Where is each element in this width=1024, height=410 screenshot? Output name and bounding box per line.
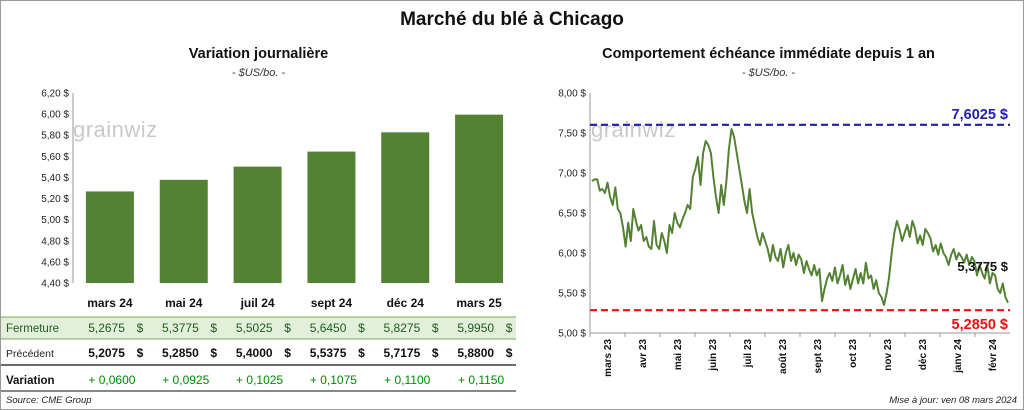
y-tick-label: 6,20 $ (41, 89, 69, 100)
previous-value: 5,8800 (457, 346, 494, 360)
x-tick-label: nov 23 (883, 339, 894, 371)
x-tick-label: mai 23 (673, 339, 684, 371)
change-value: + 0,1075 (310, 373, 357, 387)
daily-variation-chart: 6,20 $ 6,00 $ 5,80 $ 5,60 $ 5,40 $ 5,20 $ 5,00… (1, 89, 516, 392)
x-tick-label: févr 24 (988, 339, 999, 372)
change-value: + 0,1025 (236, 373, 283, 387)
x-tick-label: sept 23 (813, 339, 824, 374)
close-value: 5,3775 (162, 321, 199, 335)
price-series-line (591, 128, 1009, 306)
category-label: mai 24 (165, 296, 203, 310)
close-value: 5,6450 (310, 321, 347, 335)
y-tick-label: 5,00 $ (41, 215, 69, 226)
y-tick-label: 4,80 $ (41, 236, 69, 247)
y-tick-label: 5,80 $ (41, 131, 69, 142)
x-tick-label: avr 23 (638, 339, 649, 368)
y-tick-label: 6,00 $ (41, 110, 69, 121)
previous-currency: $ (506, 346, 513, 360)
category-label: mars 24 (87, 296, 133, 310)
y-tick-label: 5,00 $ (558, 329, 586, 340)
category-label: mars 25 (456, 296, 502, 310)
x-tick-label: janv 24 (953, 339, 964, 374)
close-row-label: Fermeture (6, 323, 59, 335)
bar-2 (233, 166, 282, 283)
y-tick-label: 5,60 $ (41, 152, 69, 163)
right-chart-unit: - $US/bo. - (741, 67, 796, 79)
y-tick-label: 4,40 $ (41, 279, 69, 290)
previous-currency: $ (358, 346, 365, 360)
y-tick-label: 5,50 $ (558, 289, 586, 300)
close-value: 5,2675 (88, 321, 125, 335)
close-row-background (1, 317, 516, 339)
previous-currency: $ (137, 346, 144, 360)
bar-0 (85, 191, 134, 283)
y-tick-label: 5,20 $ (41, 194, 69, 205)
close-value: 5,9950 (457, 321, 494, 335)
close-currency: $ (284, 321, 291, 335)
grainwiz-watermark-right: grainwiz (591, 117, 676, 142)
last-value-label: 5,3775 $ (957, 259, 1008, 274)
y-tick-label: 7,00 $ (558, 169, 586, 180)
page-title: Marché du blé à Chicago (400, 9, 624, 30)
change-value: + 0,1100 (384, 373, 430, 387)
y-tick-label: 7,50 $ (558, 129, 586, 140)
grainwiz-watermark-left: grainwiz (73, 117, 158, 142)
previous-value: 5,2075 (88, 346, 125, 360)
previous-currency: $ (210, 346, 217, 360)
x-tick-label: mars 23 (603, 339, 614, 377)
x-tick-label: déc 23 (918, 339, 929, 371)
change-value: + 0,1150 (458, 373, 504, 387)
close-value: 5,8275 (384, 321, 421, 335)
one-year-front-month-chart: 8,00 $ 7,50 $ 7,00 $ 6,50 $ 6,00 $ 5,50 $ 5,00… (558, 89, 1010, 377)
bar-3 (307, 151, 356, 283)
close-currency: $ (432, 321, 439, 335)
close-currency: $ (210, 321, 217, 335)
x-tick-label: juil 23 (743, 339, 754, 369)
close-currency: $ (506, 321, 513, 335)
right-chart-title: Comportement échéance immédiate depuis 1… (602, 46, 935, 62)
bar-4 (381, 132, 430, 283)
y-tick-label: 6,50 $ (558, 209, 586, 220)
previous-value: 5,4000 (236, 346, 273, 360)
update-note: Mise à jour: ven 08 mars 2024 (889, 395, 1017, 406)
y-tick-label: 6,00 $ (558, 249, 586, 260)
change-value: + 0,0925 (162, 373, 209, 387)
previous-currency: $ (284, 346, 291, 360)
bar-1 (159, 179, 208, 283)
y-tick-label: 4,60 $ (41, 257, 69, 268)
change-value: + 0,0600 (88, 373, 135, 387)
x-tick-label: août 23 (778, 339, 789, 374)
x-tick-label: juin 23 (708, 339, 719, 372)
source-note: Source: CME Group (6, 395, 92, 406)
category-label: déc 24 (387, 296, 425, 310)
close-currency: $ (137, 321, 144, 335)
y-tick-label: 8,00 $ (558, 89, 586, 100)
previous-value: 5,2850 (162, 346, 199, 360)
high-value-label: 7,6025 $ (952, 107, 1008, 123)
previous-value: 5,7175 (384, 346, 421, 360)
change-row-label: Variation (6, 375, 55, 387)
x-tick-label: oct 23 (848, 339, 859, 368)
category-label: juil 24 (240, 296, 275, 310)
close-value: 5,5025 (236, 321, 273, 335)
previous-value: 5,5375 (310, 346, 347, 360)
category-label: sept 24 (311, 296, 353, 310)
bar-5 (455, 114, 504, 283)
y-tick-label: 5,40 $ (41, 173, 69, 184)
low-value-label: 5,2850 $ (952, 317, 1008, 333)
previous-currency: $ (432, 346, 439, 360)
close-currency: $ (358, 321, 365, 335)
previous-row-label: Précédent (6, 348, 54, 360)
left-chart-unit: - $US/bo. - (231, 67, 286, 79)
left-chart-title: Variation journalière (188, 46, 329, 62)
